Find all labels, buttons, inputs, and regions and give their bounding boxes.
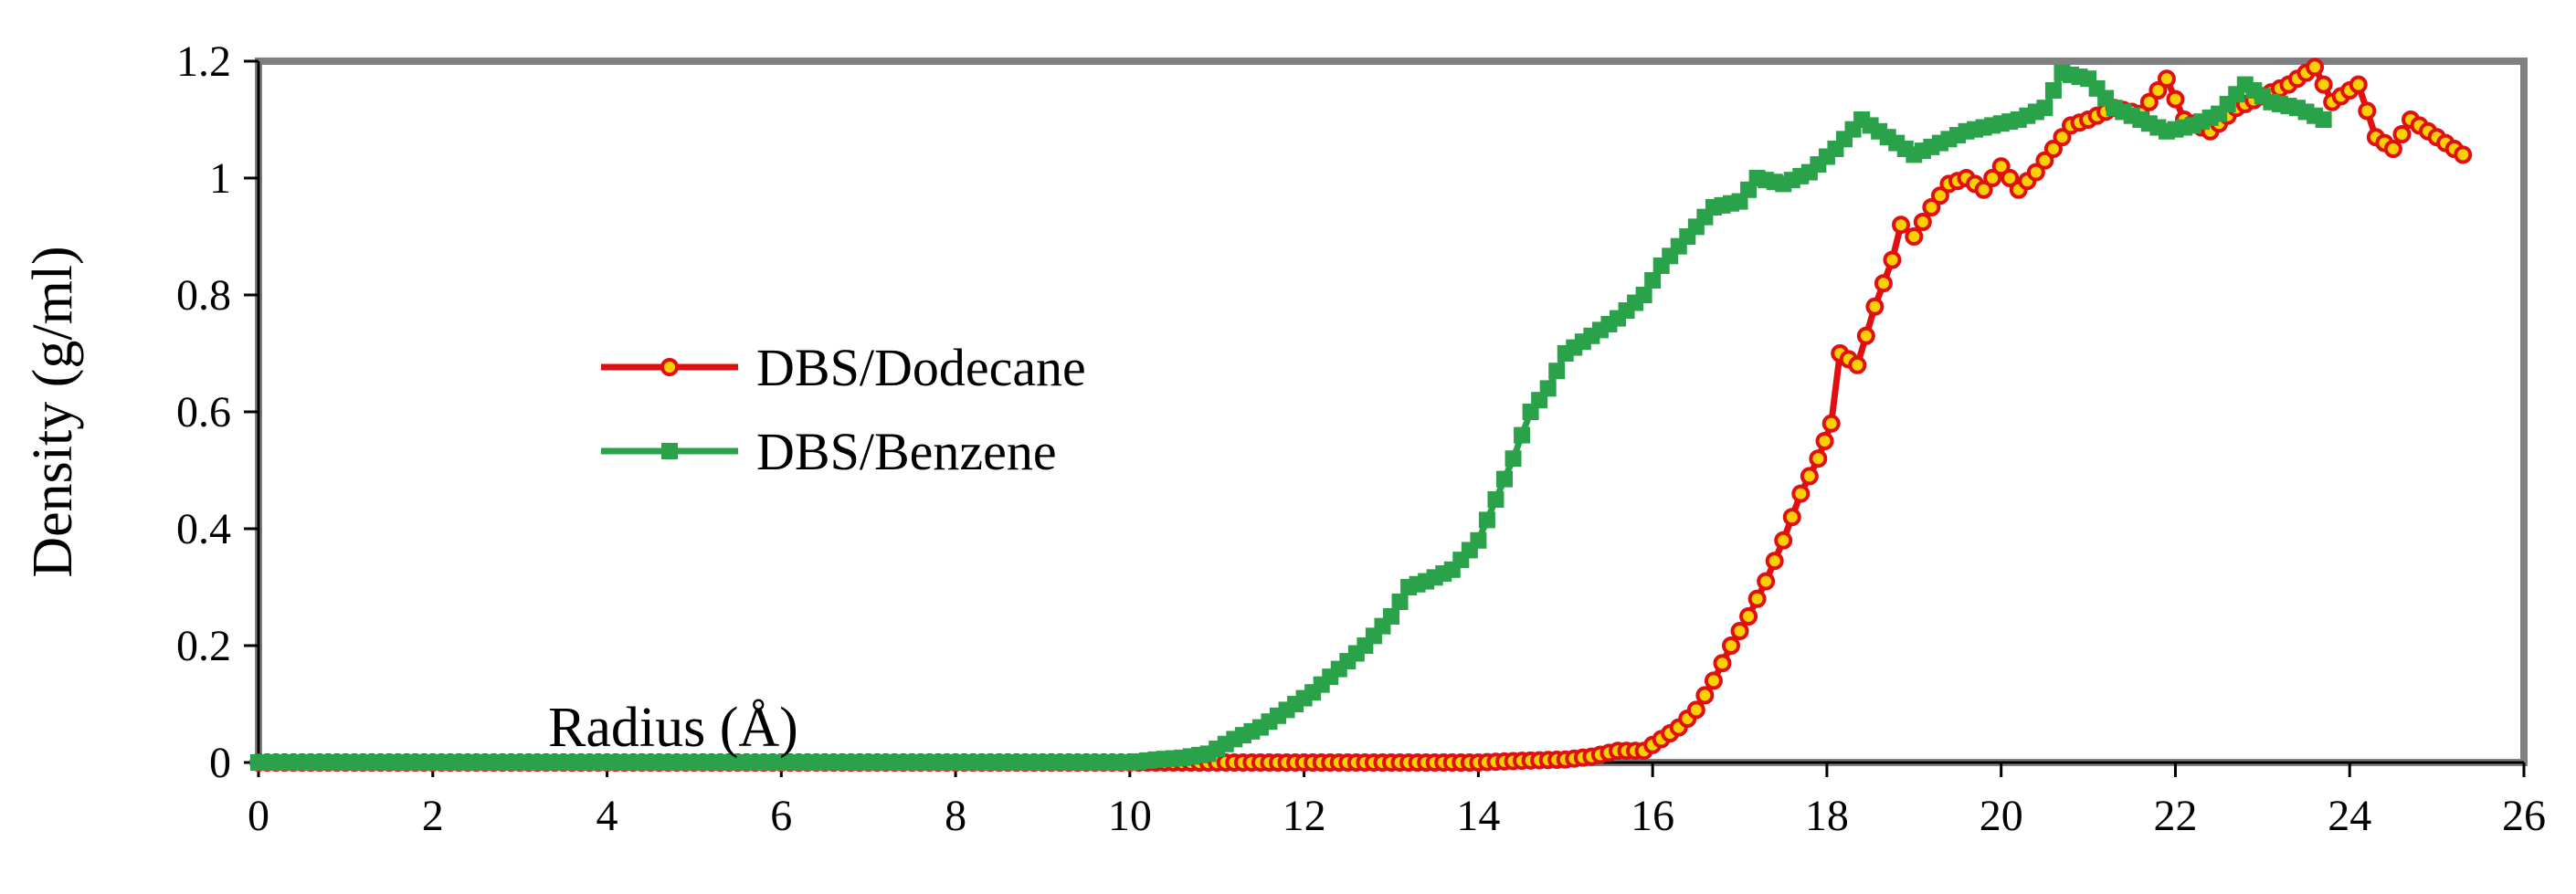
data-point-dodecane xyxy=(2139,92,2159,111)
y-tick-label: 0.8 xyxy=(176,271,231,320)
x-tick-label: 12 xyxy=(1283,792,1326,840)
data-point-dodecane xyxy=(1930,186,1949,205)
data-point-dodecane xyxy=(1983,169,2002,187)
series-dodecane xyxy=(249,58,2473,772)
y-tick-label: 0.4 xyxy=(176,505,231,553)
data-point-benzene xyxy=(2036,100,2053,117)
data-point-dodecane xyxy=(1974,180,1993,199)
data-point-dodecane xyxy=(1821,414,1841,433)
x-tick-label: 16 xyxy=(1631,792,1674,840)
data-point-dodecane xyxy=(1782,508,1801,527)
legend-entry-benzene: DBS/Benzene xyxy=(601,422,1057,481)
y-tick-label: 1.2 xyxy=(176,37,231,86)
x-tick-label: 8 xyxy=(945,792,966,840)
x-tick-label: 24 xyxy=(2328,792,2371,840)
data-point-benzene xyxy=(1470,531,1487,549)
data-point-benzene xyxy=(1478,511,1495,529)
x-tick-label: 22 xyxy=(2153,792,2197,840)
data-point-dodecane xyxy=(2358,101,2377,121)
data-point-benzene xyxy=(1383,608,1399,625)
data-point-dodecane xyxy=(1747,589,1767,608)
data-point-dodecane xyxy=(2001,169,2020,187)
data-point-dodecane xyxy=(1791,484,1811,503)
legend-label-benzene: DBS/Benzene xyxy=(756,422,1057,481)
data-point-dodecane xyxy=(1704,671,1723,690)
data-point-dodecane xyxy=(2148,81,2168,100)
data-point-dodecane xyxy=(2043,140,2063,158)
data-point-dodecane xyxy=(1695,686,1715,705)
data-point-dodecane xyxy=(1809,449,1828,468)
x-tick-label: 26 xyxy=(2502,792,2546,840)
data-point-dodecane xyxy=(2035,151,2054,170)
data-point-benzene xyxy=(1487,491,1504,508)
y-axis-label: Density (g/ml) xyxy=(22,246,84,577)
data-point-dodecane xyxy=(2157,69,2176,89)
x-tick-label: 6 xyxy=(770,792,792,840)
x-tick-label: 0 xyxy=(248,792,269,840)
data-point-benzene xyxy=(2044,82,2062,99)
data-point-dodecane xyxy=(1865,297,1884,316)
legend: DBS/Dodecane DBS/Benzene xyxy=(601,338,1086,481)
data-point-benzene xyxy=(1496,470,1513,488)
data-point-dodecane xyxy=(2454,145,2473,164)
data-point-dodecane xyxy=(2166,89,2185,109)
data-point-dodecane xyxy=(1730,622,1749,640)
data-point-dodecane xyxy=(1991,157,2011,176)
x-tick-label: 18 xyxy=(1805,792,1849,840)
x-tick-label: 14 xyxy=(1456,792,1500,840)
data-point-dodecane xyxy=(1922,198,1941,216)
data-point-dodecane xyxy=(2026,163,2045,182)
data-point-dodecane xyxy=(1739,607,1758,626)
data-point-benzene xyxy=(1504,450,1522,468)
data-point-dodecane xyxy=(1774,531,1793,550)
data-point-benzene xyxy=(2315,111,2332,128)
data-point-dodecane xyxy=(1905,227,1924,246)
data-point-dodecane xyxy=(1848,355,1867,374)
y-tick-label: 1 xyxy=(209,154,231,203)
data-point-dodecane xyxy=(1892,216,1910,235)
legend-label-dodecane: DBS/Dodecane xyxy=(756,338,1086,397)
data-point-dodecane xyxy=(2053,128,2072,147)
x-axis-label: Radius (Å) xyxy=(548,697,798,759)
x-tick-label: 2 xyxy=(422,792,444,840)
data-point-dodecane xyxy=(1800,467,1819,486)
x-tick-label: 4 xyxy=(596,792,618,840)
data-point-benzene xyxy=(1514,426,1531,444)
data-point-dodecane xyxy=(1765,552,1784,571)
data-point-dodecane xyxy=(2314,75,2333,94)
legend-marker-dodecane xyxy=(660,358,679,376)
data-point-dodecane xyxy=(2383,140,2402,158)
data-point-benzene xyxy=(1548,363,1566,380)
data-point-dodecane xyxy=(1713,654,1732,673)
data-point-benzene xyxy=(1635,287,1652,303)
y-tick-label: 0 xyxy=(209,739,231,787)
data-point-dodecane xyxy=(1913,213,1932,231)
data-point-dodecane xyxy=(2392,125,2412,143)
data-point-dodecane xyxy=(1686,700,1705,720)
y-tick-label: 0.6 xyxy=(176,388,231,436)
data-point-benzene xyxy=(1644,272,1662,289)
plot-area-frame xyxy=(255,58,2528,766)
data-point-dodecane xyxy=(1856,326,1875,345)
x-tick-label: 10 xyxy=(1108,792,1152,840)
data-point-dodecane xyxy=(2306,58,2325,77)
legend-entry-dodecane: DBS/Dodecane xyxy=(601,338,1086,397)
series-layer xyxy=(249,58,2473,772)
series-benzene xyxy=(250,64,2332,771)
y-tick-label: 0.2 xyxy=(176,622,231,670)
x-tick-label: 20 xyxy=(1980,792,2023,840)
data-point-dodecane xyxy=(2349,75,2368,94)
data-point-dodecane xyxy=(1757,572,1776,591)
data-point-dodecane xyxy=(1815,432,1834,450)
data-point-dodecane xyxy=(1722,636,1740,655)
data-point-dodecane xyxy=(1874,274,1893,293)
data-point-benzene xyxy=(1539,380,1557,397)
data-point-benzene xyxy=(1391,594,1409,610)
data-point-dodecane xyxy=(1883,250,1902,269)
legend-marker-benzene xyxy=(661,443,678,459)
